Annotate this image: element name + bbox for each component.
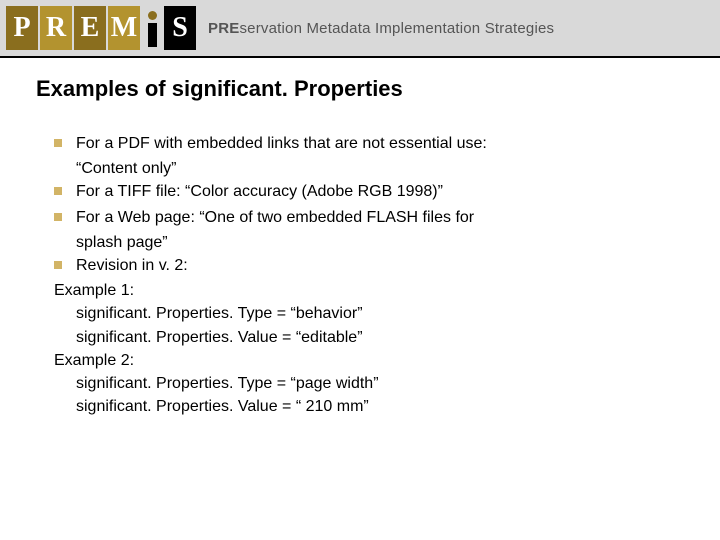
bullet-text: For a Web page: “One of two embedded FLA… bbox=[76, 206, 684, 229]
bullet-item: For a Web page: “One of two embedded FLA… bbox=[54, 206, 684, 229]
bullet-icon bbox=[54, 139, 62, 147]
tagline: PREservation Metadata Implementation Str… bbox=[208, 20, 554, 37]
bullet-icon bbox=[54, 261, 62, 269]
logo-i-stem bbox=[148, 23, 157, 47]
logo-letter-s: S bbox=[164, 6, 196, 50]
bullet-text: Revision in v. 2: bbox=[76, 254, 684, 277]
tagline-bold: PRE bbox=[208, 20, 239, 37]
example-label: Example 2: bbox=[54, 349, 684, 372]
bullet-item: For a TIFF file: “Color accuracy (Adobe … bbox=[54, 180, 684, 203]
bullet-icon bbox=[54, 187, 62, 195]
example-line: significant. Properties. Value = “editab… bbox=[54, 326, 684, 349]
content: For a PDF with embedded links that are n… bbox=[36, 132, 684, 418]
slide-body: Examples of significant. Properties For … bbox=[0, 58, 720, 418]
header-bar: P R E M S PREservation Metadata Implemen… bbox=[0, 0, 720, 58]
logo-letter-i bbox=[142, 6, 162, 50]
logo-letter-r: R bbox=[40, 6, 72, 50]
example-line: significant. Properties. Type = “behavio… bbox=[54, 302, 684, 325]
logo-letter-e: E bbox=[74, 6, 106, 50]
tagline-rest: servation Metadata Implementation Strate… bbox=[239, 20, 554, 37]
slide-title: Examples of significant. Properties bbox=[36, 76, 684, 102]
bullet-item: Revision in v. 2: bbox=[54, 254, 684, 277]
bullet-text: For a TIFF file: “Color accuracy (Adobe … bbox=[76, 180, 684, 203]
bullet-continuation: “Content only” bbox=[54, 157, 684, 180]
logo-letter-m: M bbox=[108, 6, 140, 50]
logo-letter-p: P bbox=[6, 6, 38, 50]
example-line: significant. Properties. Type = “page wi… bbox=[54, 372, 684, 395]
premis-logo: P R E M S bbox=[6, 6, 198, 50]
bullet-text: For a PDF with embedded links that are n… bbox=[76, 132, 684, 155]
bullet-continuation: splash page” bbox=[54, 231, 684, 254]
bullet-item: For a PDF with embedded links that are n… bbox=[54, 132, 684, 155]
bullet-icon bbox=[54, 213, 62, 221]
example-line: significant. Properties. Value = “ 210 m… bbox=[54, 395, 684, 418]
example-label: Example 1: bbox=[54, 279, 684, 302]
logo-i-dot bbox=[148, 11, 157, 20]
